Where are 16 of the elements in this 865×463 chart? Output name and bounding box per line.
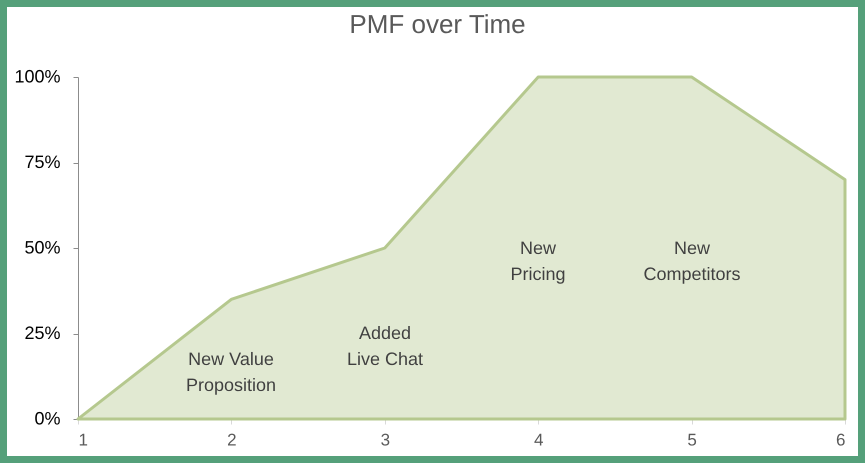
y-tick-label: 25% [24, 323, 60, 343]
y-tick-label: 0% [34, 408, 60, 428]
y-tick-label: 50% [24, 238, 60, 258]
x-tick-label: 3 [380, 430, 390, 450]
x-tick-label: 1 [78, 430, 88, 450]
annotation: New Value Proposition [186, 349, 276, 395]
annotation: New Pricing [510, 238, 566, 284]
annotation: Added Live Chat [346, 323, 424, 369]
annotation: New Competitors [643, 238, 741, 284]
chart-title: PMF over Time [349, 9, 526, 39]
x-tick-label: 4 [534, 430, 544, 450]
x-tick-label: 2 [227, 430, 237, 450]
x-tick-label: 6 [836, 430, 846, 450]
y-tick-label: 100% [14, 66, 60, 86]
y-tick-label: 75% [24, 152, 60, 172]
x-tick-label: 5 [687, 430, 697, 450]
